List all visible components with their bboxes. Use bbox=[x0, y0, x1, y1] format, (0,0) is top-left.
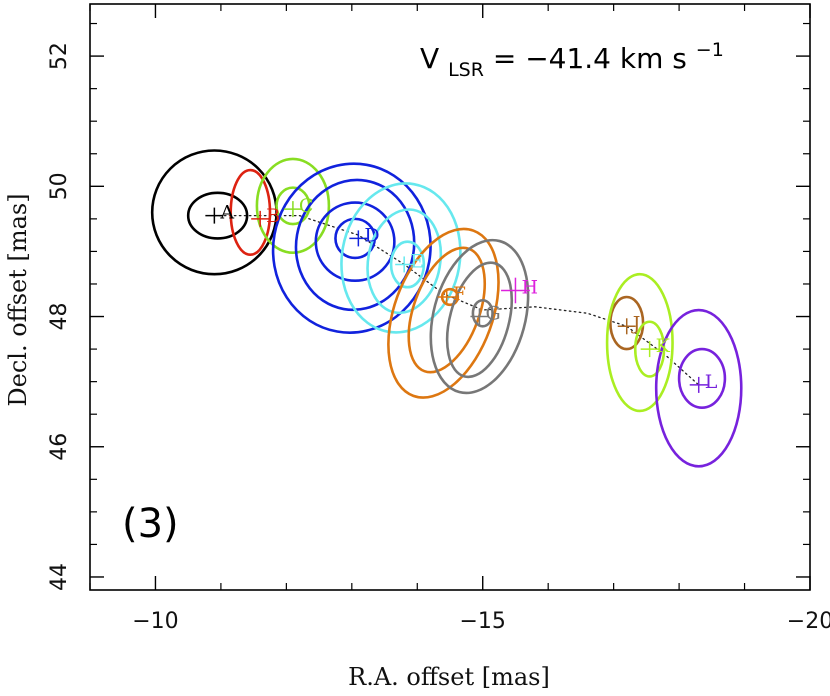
contour-g bbox=[429, 238, 530, 395]
component-label: B bbox=[266, 205, 280, 227]
contour-l bbox=[654, 308, 743, 468]
contour-f bbox=[387, 227, 500, 399]
y-axis-title: Decl. offset [mas] bbox=[4, 193, 32, 406]
vlsr-prefix: V bbox=[420, 42, 439, 75]
component-label: C bbox=[299, 195, 314, 217]
contour-c bbox=[255, 157, 331, 255]
x-tick-label: −20 bbox=[787, 609, 830, 634]
vlsr-superscript: −1 bbox=[696, 39, 724, 61]
component-label: J bbox=[631, 312, 641, 334]
marker-layer: A B C D E FGH JK L bbox=[205, 195, 718, 393]
component-label: A bbox=[219, 202, 234, 224]
contour-g bbox=[471, 298, 494, 328]
vlsr-value: = −41.4 km s bbox=[493, 42, 687, 75]
component-label: E bbox=[410, 250, 424, 272]
y-tick-label: 52 bbox=[47, 42, 72, 70]
contour-k bbox=[605, 272, 674, 413]
track-line bbox=[213, 214, 700, 386]
contour-g bbox=[445, 261, 513, 379]
contour-e bbox=[389, 240, 426, 289]
contour-d bbox=[271, 162, 432, 334]
axis-ticks: −10 −15 −20 44 46 48 50 52 bbox=[47, 4, 830, 634]
y-tick-label: 44 bbox=[47, 563, 72, 591]
x-axis-title: R.A. offset [mas] bbox=[348, 663, 550, 691]
x-tick-label: −10 bbox=[132, 609, 178, 634]
component-label: D bbox=[364, 224, 379, 246]
y-tick-label: 50 bbox=[47, 172, 72, 200]
panel-label: (3) bbox=[122, 501, 179, 547]
contour-a bbox=[186, 191, 249, 240]
contour-layer bbox=[150, 149, 743, 468]
contour-b bbox=[229, 168, 272, 256]
component-label: K bbox=[656, 335, 671, 357]
y-tick-label: 48 bbox=[47, 303, 72, 331]
component-label: F bbox=[453, 283, 466, 305]
contour-d bbox=[314, 201, 396, 283]
x-tick-label: −15 bbox=[460, 609, 506, 634]
contour-k bbox=[633, 320, 666, 378]
contour-l bbox=[677, 347, 727, 409]
component-label: G bbox=[485, 303, 500, 325]
contour-e bbox=[366, 208, 443, 315]
component-label: H bbox=[521, 276, 538, 298]
component-label: L bbox=[705, 371, 718, 393]
y-tick-label: 46 bbox=[47, 433, 72, 461]
contour-d bbox=[294, 178, 416, 312]
plot-frame bbox=[89, 3, 811, 591]
vlsr-annotation: V LSR = −41.4 km s −1 bbox=[420, 39, 724, 83]
dotted-track bbox=[213, 214, 700, 386]
vlsr-subscript: LSR bbox=[448, 59, 484, 81]
